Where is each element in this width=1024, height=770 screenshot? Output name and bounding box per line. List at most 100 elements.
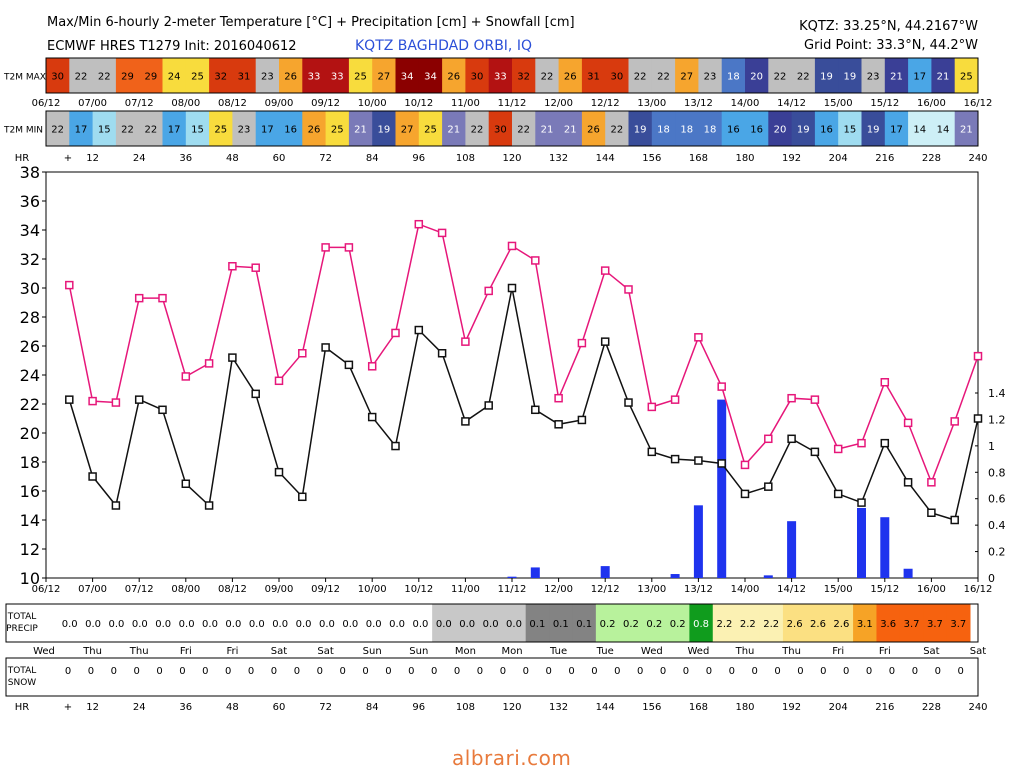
hour-label: 204 bbox=[829, 702, 848, 713]
precip-cell bbox=[362, 604, 386, 642]
date-label: 07/12 bbox=[125, 98, 154, 109]
hour-label: 96 bbox=[412, 153, 425, 164]
min-temp-series-point bbox=[903, 478, 913, 487]
t2m-max-row-value: 30 bbox=[51, 72, 64, 83]
precip-cell bbox=[315, 604, 340, 642]
y-axis-left: 10 12 14 16 18 20 22 24 26 28 30 32 34 36 38 bbox=[20, 163, 46, 588]
day-label: Mon bbox=[455, 646, 476, 657]
precip-cell bbox=[58, 604, 82, 642]
hour-label: 108 bbox=[456, 153, 475, 164]
date-label: 16/00 bbox=[917, 98, 946, 109]
snow-value: 0 bbox=[385, 666, 391, 677]
precip-cell bbox=[759, 604, 784, 642]
plot-frame bbox=[45, 171, 979, 579]
max-temp-series-point bbox=[274, 376, 284, 386]
hour-label: 240 bbox=[968, 153, 987, 164]
snow-value: 0 bbox=[133, 666, 139, 677]
x-tick-label: 09/00 bbox=[265, 584, 294, 595]
t2m-max-row-cell bbox=[931, 58, 956, 93]
min-temp-series-point bbox=[810, 447, 820, 457]
model-info: ECMWF HRES T1279 Init: 2016040612 bbox=[47, 39, 297, 54]
max-temp-series-point bbox=[484, 286, 493, 296]
t2m-max-row-value: 31 bbox=[238, 72, 251, 83]
min-temp-series-point bbox=[484, 401, 493, 410]
t2m-max-row-cell bbox=[46, 58, 70, 93]
day-label: Sun bbox=[363, 646, 382, 657]
t2m-min-row-value: 26 bbox=[308, 125, 321, 136]
min-temp-series-point bbox=[251, 389, 260, 399]
x-tick-label: 08/12 bbox=[218, 584, 247, 595]
precip-value: 0.0 bbox=[366, 619, 382, 630]
t2m-min-row-cell bbox=[675, 111, 699, 146]
precip-value: 2.2 bbox=[717, 619, 733, 630]
date-label: 16/12 bbox=[964, 98, 993, 109]
snow-label: TOTAL bbox=[7, 666, 37, 676]
precip-cell bbox=[455, 604, 480, 642]
snow-value: 0 bbox=[957, 666, 963, 677]
day-label: Fri bbox=[180, 646, 192, 657]
t2m-max-row-value: 21 bbox=[937, 72, 950, 83]
day-label: Thu bbox=[781, 646, 801, 657]
snow-value: 0 bbox=[751, 666, 757, 677]
min-temp-series-point bbox=[461, 417, 470, 426]
precip-value: 2.2 bbox=[740, 619, 756, 630]
max-temp-series-point bbox=[321, 243, 330, 252]
precip-row: 0.0 0.0 0.0 0.0 0.0 0.0 0.0 0.0 0.0 0.0 0.0 0.0 0.0 0… bbox=[5, 603, 979, 643]
t2m-min-row-cell bbox=[488, 111, 513, 146]
hour-label: 12 bbox=[86, 153, 99, 164]
snow-value: 0 bbox=[500, 666, 506, 677]
t2m-max-row-value: 22 bbox=[541, 72, 554, 83]
t2m-min-row-cell bbox=[651, 111, 676, 146]
day-axis: Wed Thu Thu Fri Fri Sat Sat Sun Sun Mon Mon Tue Tue W… bbox=[33, 646, 986, 657]
x-axis-bottom: 06/12 07/00 07/12 08/00 08/12 09/00 09/12 10/00… bbox=[32, 578, 992, 595]
t2m-min-row-value: 22 bbox=[471, 125, 484, 136]
y2-tick-label: 0.2 bbox=[988, 546, 1006, 559]
x-tick-label: 09/12 bbox=[311, 584, 340, 595]
t2m-min-row-value: 21 bbox=[354, 125, 367, 136]
precip-value: 3.6 bbox=[880, 619, 896, 630]
hour-label: 120 bbox=[502, 702, 521, 713]
t2m-min-row-cell bbox=[861, 111, 886, 146]
t2m-min-row-value: 19 bbox=[797, 125, 810, 136]
x-tick-label: 10/12 bbox=[404, 584, 433, 595]
precip-cell bbox=[385, 604, 410, 642]
precip-value: 0.2 bbox=[646, 619, 662, 630]
precip-bars bbox=[507, 399, 913, 578]
precip-value: 2.6 bbox=[810, 619, 826, 630]
snow-value: 0 bbox=[271, 666, 277, 677]
min-temp-series-point bbox=[973, 414, 983, 423]
min-temp-series-point bbox=[298, 492, 307, 502]
max-temp-series-point bbox=[344, 243, 354, 252]
max-temp-series-point bbox=[507, 241, 517, 251]
y-tick-label: 28 bbox=[20, 308, 40, 327]
date-label: 12/12 bbox=[591, 98, 620, 109]
t2m-max-row-cell bbox=[628, 58, 653, 93]
hour-label: 204 bbox=[829, 153, 848, 164]
t2m-min-row-value: 23 bbox=[238, 125, 251, 136]
station-name: KQTZ BAGHDAD ORBI, IQ bbox=[355, 38, 532, 54]
precip-value: 0.0 bbox=[132, 619, 148, 630]
precip-value: 0.0 bbox=[296, 619, 312, 630]
t2m-min-row-value: 14 bbox=[913, 125, 926, 136]
snow-value: 0 bbox=[431, 666, 437, 677]
t2m-max-row-cell bbox=[698, 58, 723, 93]
day-label: Sun bbox=[409, 646, 428, 657]
precip-cell bbox=[899, 604, 924, 642]
max-temp-series-point bbox=[927, 478, 936, 487]
max-temp-series-point bbox=[367, 362, 377, 371]
t2m-max-row-value: 22 bbox=[98, 72, 111, 83]
precip-value: 0.0 bbox=[389, 619, 405, 630]
min-temp-series-point bbox=[624, 398, 633, 407]
precip-cell bbox=[829, 604, 854, 642]
t2m-min-row-cell bbox=[139, 111, 163, 146]
t2m-max-row-cell bbox=[605, 58, 629, 93]
snow-value: 0 bbox=[797, 666, 803, 677]
min-temp-series-point bbox=[228, 353, 237, 362]
max-temp-series-point bbox=[717, 382, 726, 391]
snow-value: 0 bbox=[454, 666, 460, 677]
precip-value: 0.0 bbox=[272, 619, 288, 630]
t2m-min-row-value: 19 bbox=[867, 125, 880, 136]
t2m-min-row-cell bbox=[46, 111, 70, 146]
t2m-min-row-value: 19 bbox=[377, 125, 390, 136]
t2m-max-row-cell bbox=[721, 58, 746, 93]
